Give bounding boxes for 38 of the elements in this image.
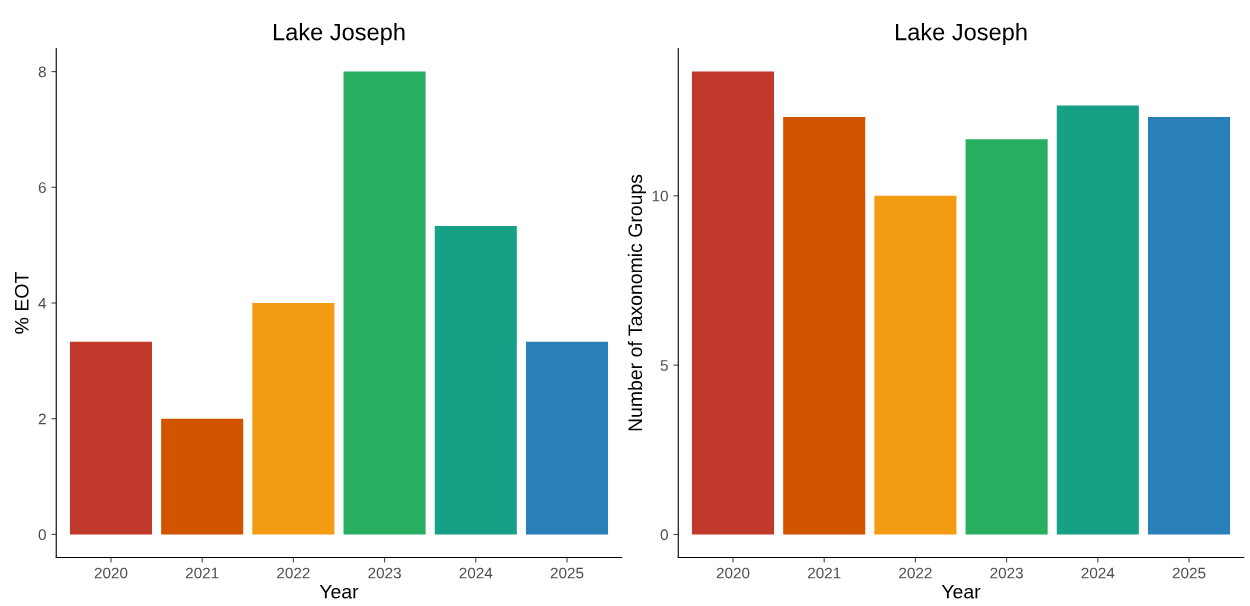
bar	[1147, 116, 1231, 535]
bar	[525, 341, 609, 535]
y-tick-label: 0	[38, 529, 46, 541]
x-tick-label: 2023	[990, 567, 1023, 579]
bar	[343, 71, 426, 535]
bar	[161, 418, 244, 535]
y-tick-label: 0	[660, 529, 668, 541]
x-tick-label: 2020	[94, 567, 128, 579]
x-tick-label: 2025	[1172, 567, 1206, 579]
y-axis-title: Number of Taxonomic Groups	[627, 174, 646, 431]
x-tick-label: 2021	[807, 567, 841, 579]
x-axis-title: Year	[319, 584, 359, 599]
x-tick-label: 2021	[185, 567, 219, 579]
x-tick-label: 2022	[277, 567, 310, 579]
y-tick-label: 4	[38, 298, 47, 309]
y-tick-label: 10	[652, 190, 668, 202]
y-tick-label: 6	[38, 182, 46, 193]
bar	[1056, 105, 1139, 535]
x-tick-label: 2020	[716, 567, 750, 579]
y-tick-label: 5	[660, 360, 668, 371]
x-tick-label: 2024	[459, 567, 493, 579]
y-tick-label: 2	[38, 413, 46, 425]
x-tick-label: 2023	[368, 567, 401, 579]
bar	[874, 195, 957, 535]
bar	[783, 116, 866, 535]
x-axis-title: Year	[941, 584, 981, 599]
y-axis-title: % EOT	[14, 272, 29, 334]
y-tick-label: 8	[38, 66, 46, 78]
bar	[965, 139, 1048, 535]
bar	[69, 341, 153, 535]
chart-title: Lake Joseph	[273, 23, 405, 46]
chart-title: Lake Joseph	[896, 23, 1027, 46]
x-tick-label: 2025	[550, 567, 584, 579]
x-tick-label: 2022	[899, 567, 932, 579]
bar	[691, 71, 775, 535]
x-tick-label: 2024	[1081, 567, 1115, 579]
bar	[252, 303, 335, 535]
bar	[434, 226, 517, 535]
